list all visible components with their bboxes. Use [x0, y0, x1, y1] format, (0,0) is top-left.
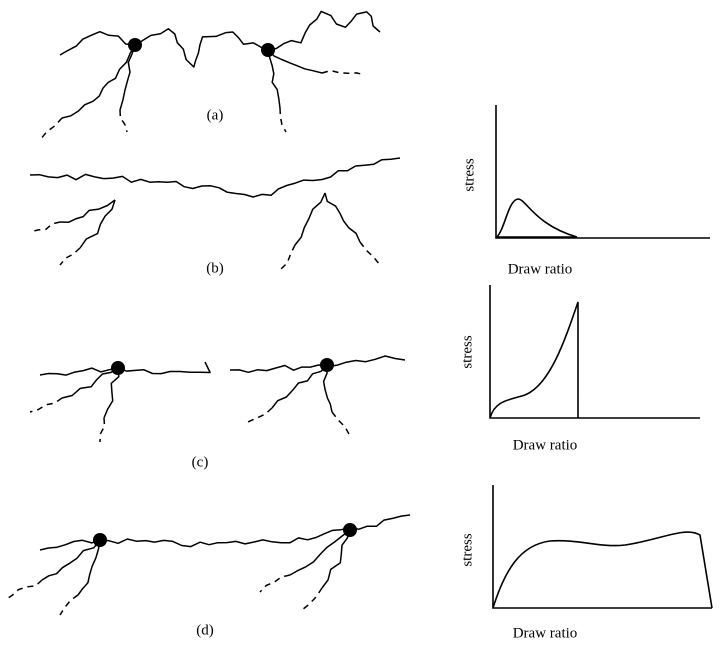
panel-label: (c)	[192, 454, 209, 470]
chain	[41, 539, 101, 581]
chain-end	[359, 241, 381, 266]
chain	[61, 44, 136, 119]
chain	[103, 367, 120, 419]
panel-label: (d)	[196, 622, 214, 638]
crosslink	[93, 533, 107, 547]
stress-curve	[489, 301, 579, 419]
chain	[59, 199, 116, 224]
x-axis-label: Draw ratio	[513, 625, 578, 641]
chain	[322, 365, 333, 413]
panel-label: (a)	[207, 107, 224, 123]
x-axis-label: Draw ratio	[513, 437, 578, 453]
chain-end	[29, 397, 63, 413]
chain	[289, 529, 351, 576]
y-axis-label: stress	[459, 335, 475, 368]
chain-end	[4, 579, 43, 601]
stress-curve	[492, 531, 713, 609]
crosslink	[261, 43, 275, 57]
chain-end	[279, 244, 296, 271]
chain-end	[39, 117, 63, 141]
axes	[492, 485, 712, 609]
chain-end	[301, 587, 323, 611]
chain	[321, 529, 351, 589]
chain-end	[279, 107, 287, 133]
crosslink	[128, 38, 142, 52]
chain	[324, 192, 361, 243]
chain	[39, 361, 211, 376]
chain-end	[119, 109, 128, 133]
chain-end	[59, 247, 81, 266]
crosslink	[111, 361, 125, 375]
axes	[495, 105, 710, 239]
chain	[77, 539, 101, 596]
chain	[29, 157, 401, 198]
crosslink	[343, 523, 357, 537]
chain-end	[59, 594, 79, 616]
x-axis-label: Draw ratio	[508, 261, 573, 277]
chain	[229, 355, 406, 374]
chain-end	[99, 417, 106, 443]
chain	[267, 49, 281, 109]
stress-curve	[495, 198, 578, 239]
chain	[119, 44, 136, 111]
crosslink	[320, 358, 334, 372]
chain	[61, 367, 119, 399]
y-axis-label: stress	[459, 533, 475, 566]
axes	[489, 285, 700, 419]
chain-end	[321, 69, 366, 76]
chain	[79, 199, 116, 249]
chain	[294, 192, 326, 246]
chain	[267, 49, 323, 74]
chain	[271, 364, 328, 409]
panel-label: (b)	[206, 260, 224, 276]
chain-end	[247, 407, 273, 423]
chain-end	[331, 411, 351, 437]
chain	[59, 10, 381, 68]
y-axis-label: stress	[461, 158, 477, 191]
chain-end	[259, 574, 291, 593]
polymer-chains	[4, 10, 411, 616]
chain-end	[29, 221, 61, 233]
